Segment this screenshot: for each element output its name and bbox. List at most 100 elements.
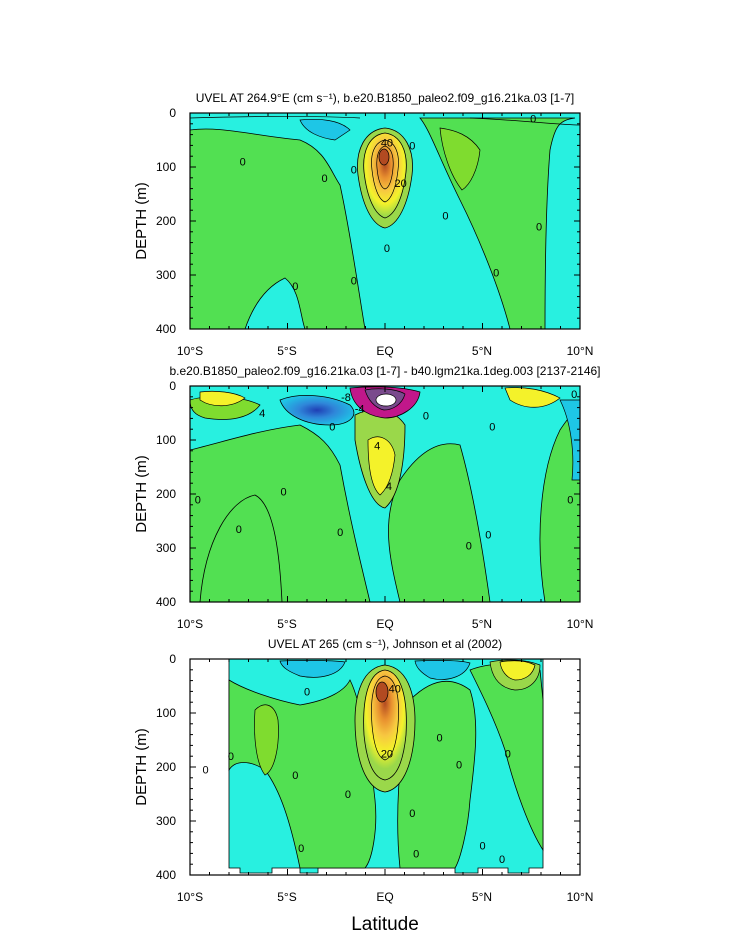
panel-1-y-axis: 0 100 200 300 400 — [156, 106, 176, 336]
panel-2-contour-label: 0 — [489, 422, 495, 434]
panel-2-contour-label: 0 — [337, 527, 343, 539]
panel-3-x-tick-10n: 10°N — [567, 890, 594, 904]
panel-3-x-tick-5s: 5°S — [277, 890, 296, 904]
panel-1-x-tick-5s: 5°S — [277, 344, 296, 358]
panel-2: b.e20.B1850_paleo2.f09_g16.21ka.03 [1-7]… — [133, 364, 601, 631]
panel-2-x-tick-5s: 5°S — [277, 617, 296, 631]
panel-3-core-contour-a — [371, 675, 399, 761]
panel-1-contour-label: 0 — [240, 157, 246, 169]
panel-2-x-tick-10s: 10°S — [177, 617, 203, 631]
panel-2-contour-label: 0 — [329, 422, 335, 434]
panel-2-x-tick-10n: 10°N — [567, 617, 594, 631]
panel-3-y-tick-100: 100 — [156, 706, 176, 720]
panel-2-eq-surface-core — [375, 393, 397, 407]
panel-1-contour-label: 0 — [442, 211, 448, 223]
panel-3-contour-label: 0 — [413, 848, 419, 860]
panel-2-tick-marks — [189, 385, 581, 603]
panel-3-contour-label: 0 — [304, 686, 310, 698]
panel-1-contour-label: 0 — [292, 281, 298, 293]
panel-3-y-tick-400: 400 — [156, 868, 176, 882]
panel-3-y-tick-0: 0 — [169, 652, 176, 666]
panel-3-contour-label: 0 — [345, 789, 351, 801]
panel-2-contour-label: -4 — [355, 404, 365, 416]
panel-1-surface-negative — [299, 118, 351, 141]
panel-1-core-max — [378, 148, 390, 166]
panel-3-core — [363, 669, 407, 781]
panel-3-title: UVEL AT 265 (cm s⁻¹), Johnson et al (200… — [268, 637, 502, 651]
panel-1-contour-label: 40 — [381, 138, 393, 150]
panel-3-central-positive — [397, 681, 477, 869]
panel-2-y-tick-400: 400 — [156, 595, 176, 609]
panel-3-x-tick-eq: EQ — [376, 890, 393, 904]
panel-3-contour-label: 0 — [499, 854, 505, 866]
panel-1-y-tick-200: 200 — [156, 214, 176, 228]
panel-1-core — [363, 132, 407, 219]
panel-1-x-axis: 10°S 5°S EQ 5°N 10°N — [177, 344, 593, 358]
panel-2-y-tick-0: 0 — [169, 379, 176, 393]
panel-3-contour-label: 0 — [505, 749, 511, 761]
panel-1-contour-labels: 40 20 0 0 0 0 0 0 0 0 0 0 0 — [240, 113, 543, 292]
panel-3-contour-label: 0 — [437, 732, 443, 744]
panel-2-contour-label: 0 — [195, 494, 201, 506]
panel-3-contour-label: 0 — [203, 765, 209, 777]
panel-2-contour-label: 4 — [386, 481, 392, 493]
panel-3-contour-label: 20 — [381, 749, 393, 761]
panel-1-x-tick-10n: 10°N — [567, 344, 594, 358]
panel-3-y-tick-300: 300 — [156, 814, 176, 828]
panel-3-west-lobe — [254, 704, 279, 776]
panel-3-y-axis: 0 100 200 300 400 — [156, 652, 176, 882]
panel-2-x-axis: 10°S 5°S EQ 5°N 10°N — [177, 617, 593, 631]
panel-3-contour-label: 0 — [479, 840, 485, 852]
panel-3-east-surface-negative — [414, 660, 471, 680]
panel-1-contour-label: 0 — [409, 140, 415, 152]
panel-3-contour-label: 0 — [409, 808, 415, 820]
panel-1-contour-label: 0 — [351, 165, 357, 177]
panel-2-contour-label: -8 — [341, 392, 351, 404]
panel-3-contour-label: 0 — [292, 770, 298, 782]
panel-2-contour-label: 0 — [567, 494, 573, 506]
panel-1-contour-label: 0 — [384, 243, 390, 255]
panel-2-x-tick-eq: EQ — [376, 617, 393, 631]
panel-1-x-tick-eq: EQ — [376, 344, 393, 358]
panel-1-core-contour-b — [376, 145, 394, 190]
panel-3-ylabel: DEPTH (m) — [133, 728, 150, 806]
panel-2-east-surface-yellow — [504, 387, 561, 408]
panel-3-west-surface-negative — [279, 659, 346, 678]
panel-2-west-positive-lobe — [199, 494, 283, 602]
panel-3-field — [190, 659, 580, 875]
figure-xlabel: Latitude — [351, 914, 419, 935]
panel-2-y-tick-100: 100 — [156, 433, 176, 447]
panel-3-x-tick-5n: 5°N — [472, 890, 492, 904]
panel-1-y-tick-100: 100 — [156, 160, 176, 174]
panel-2-y-tick-300: 300 — [156, 541, 176, 555]
panel-3-y-tick-200: 200 — [156, 760, 176, 774]
panel-1-contour-label: 20 — [394, 178, 406, 190]
panel-1-contour-label: 0 — [321, 173, 327, 185]
panel-1-field — [190, 113, 580, 329]
panel-2-y-tick-200: 200 — [156, 487, 176, 501]
panel-3: UVEL AT 265 (cm s⁻¹), Johnson et al (200… — [133, 637, 593, 904]
panel-2-contour-labels: 4 -8 -4 4 4 0 0 0 0 0 0 0 0 0 0 0 — [195, 389, 577, 552]
panel-1-contour-label: 0 — [493, 267, 499, 279]
panel-1-ylabel: DEPTH (m) — [133, 182, 150, 260]
panel-3-tick-marks — [189, 658, 581, 876]
panel-1-surface-contours — [190, 116, 580, 126]
panel-1: UVEL AT 264.9°E (cm s⁻¹), b.e20.B1850_pa… — [133, 91, 593, 358]
panel-2-y-axis: 0 100 200 300 400 — [156, 379, 176, 609]
panel-3-core-max — [375, 681, 389, 703]
panel-2-contour-label: 0 — [466, 540, 472, 552]
panel-2-subsurface-max — [367, 436, 396, 496]
panel-2-east-edge-negative — [559, 399, 580, 481]
panel-1-contour-label: 0 — [536, 221, 542, 233]
panel-2-west-surface-yellow — [199, 390, 246, 407]
panel-1-y-tick-300: 300 — [156, 268, 176, 282]
panel-2-contour-label: 0 — [236, 524, 242, 536]
panel-2-field — [190, 386, 580, 602]
panel-2-negative-jet — [279, 395, 355, 426]
panel-1-west-positive — [190, 128, 366, 329]
panel-3-x-axis: 10°S 5°S EQ 5°N 10°N — [177, 890, 593, 904]
panel-1-east-lobe — [439, 127, 481, 191]
panel-2-contour-label: 0 — [423, 411, 429, 423]
panel-1-y-tick-0: 0 — [169, 106, 176, 120]
